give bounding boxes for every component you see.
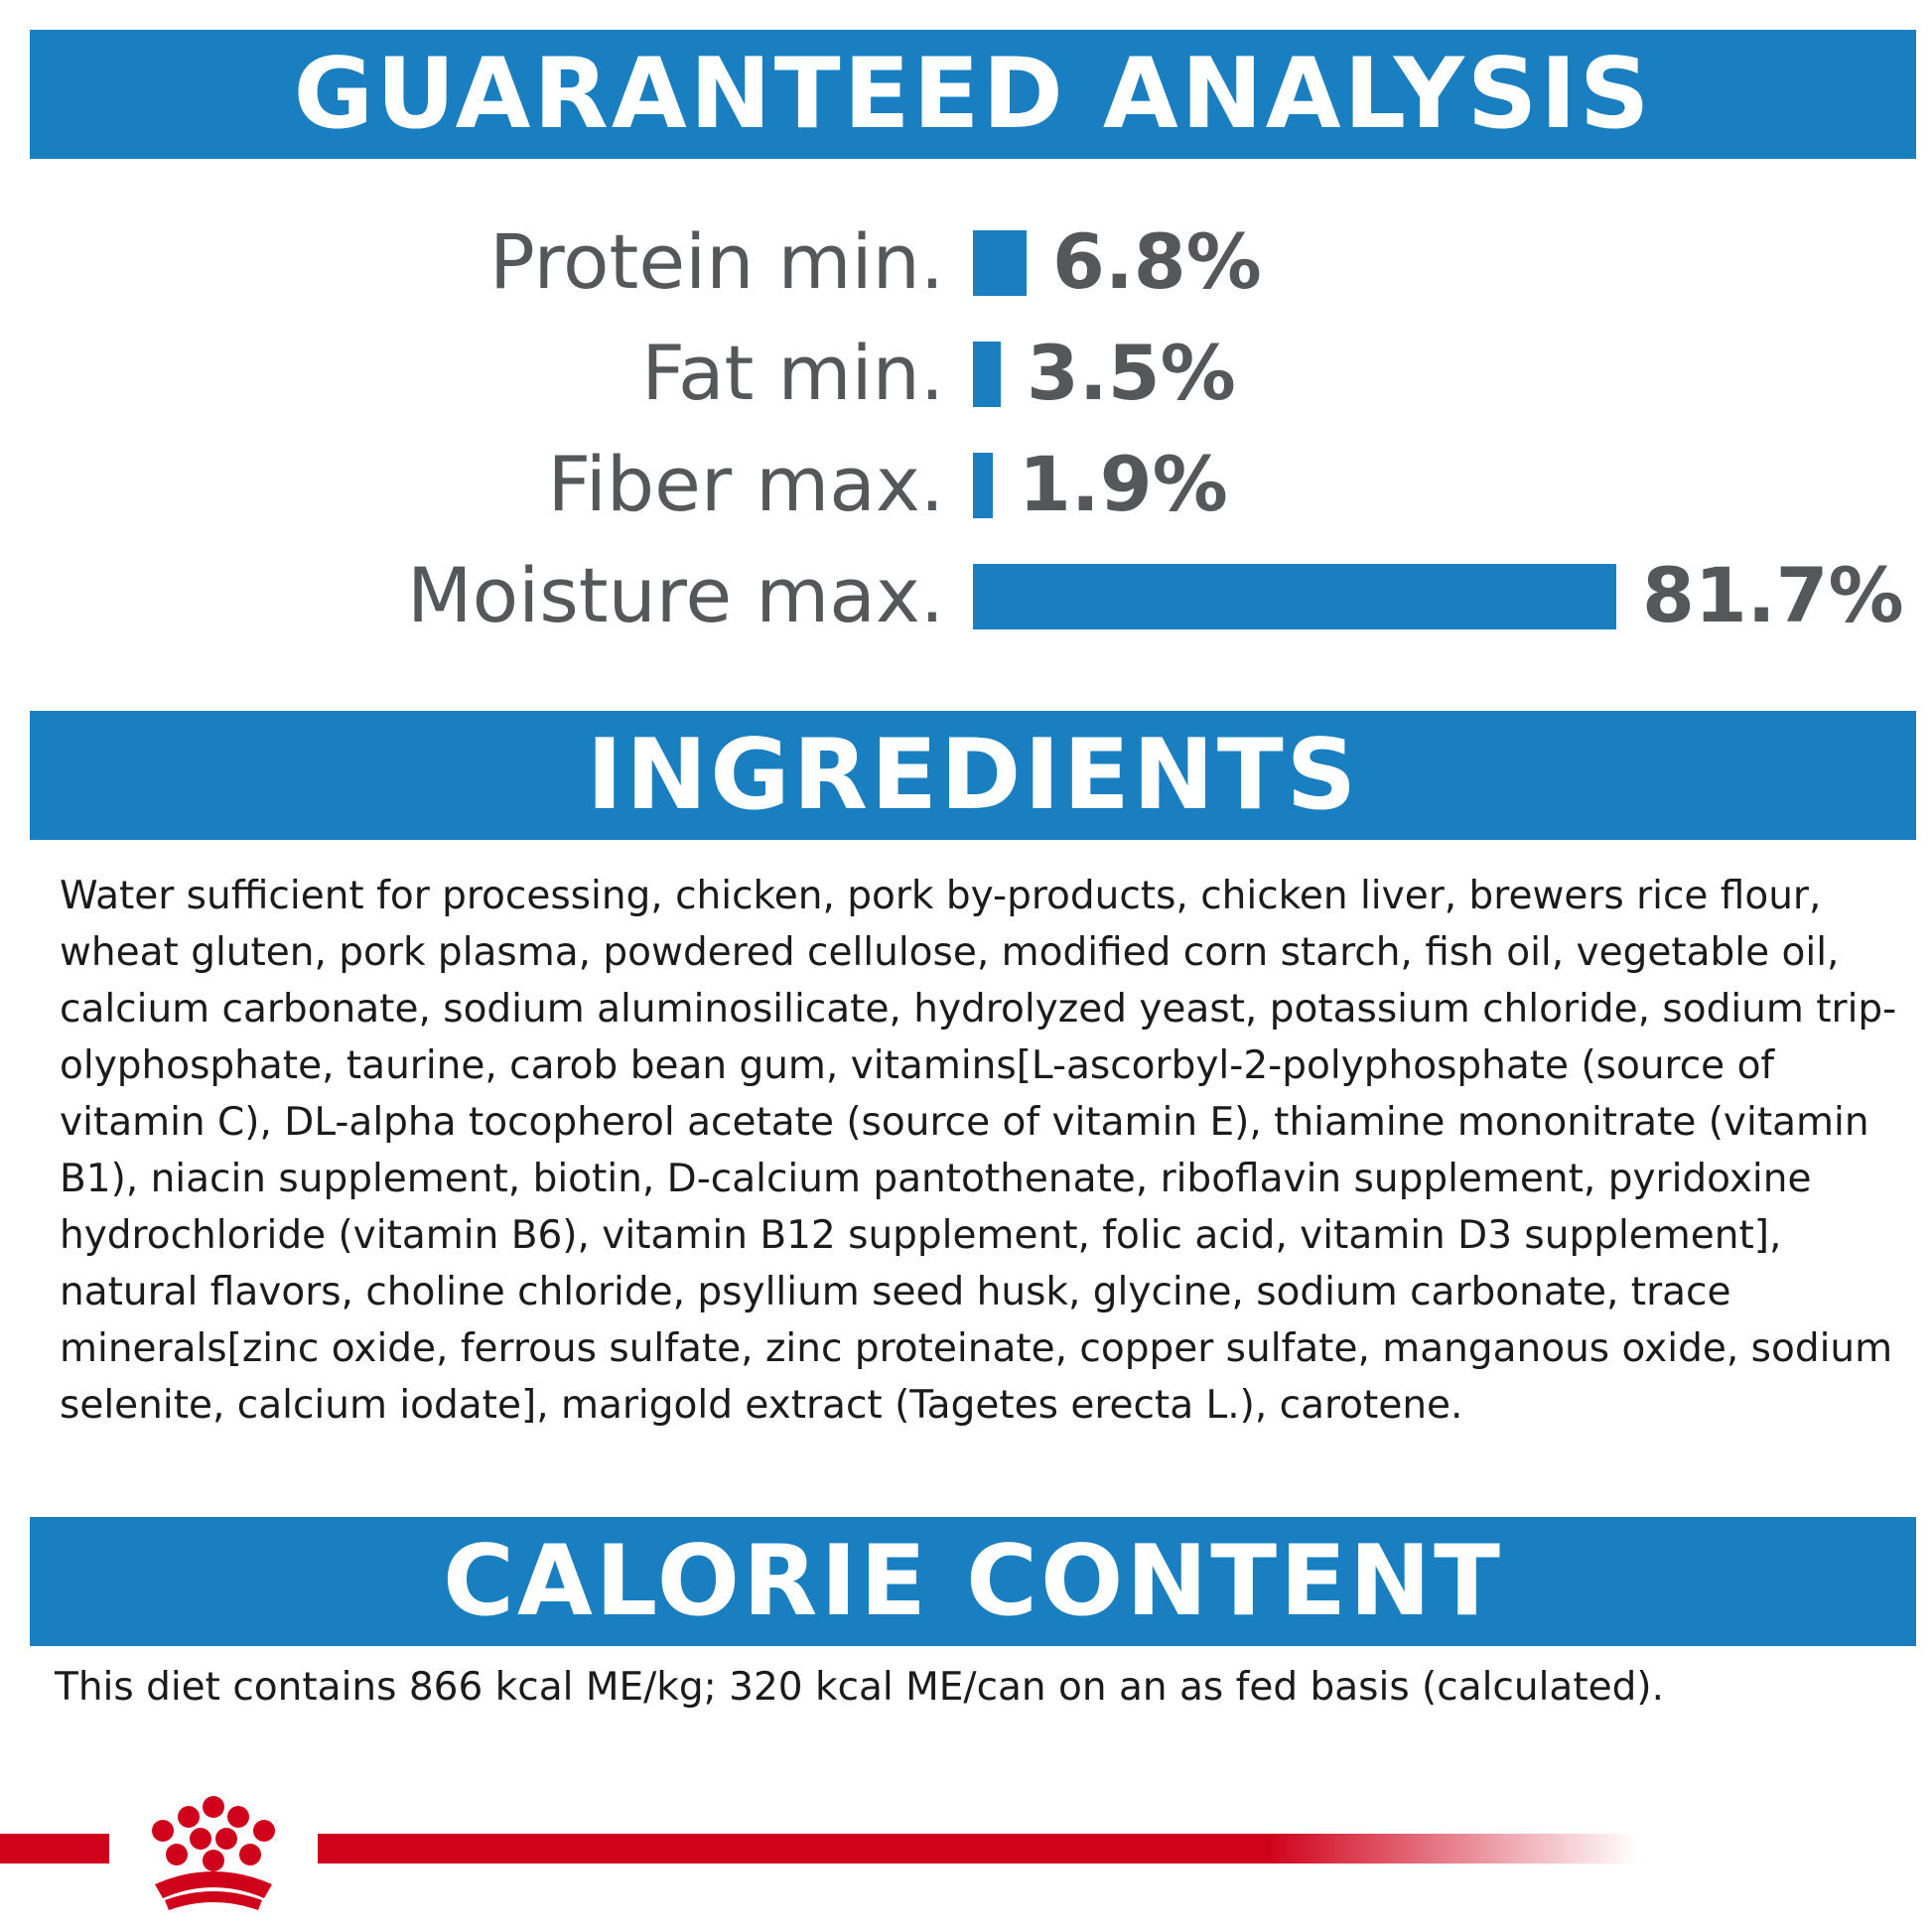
analysis-bar (973, 230, 1027, 296)
analysis-value: 1.9% (1019, 439, 1228, 528)
footer-red-line-left (0, 1834, 109, 1863)
ingredients-banner: INGREDIENTS (30, 711, 1916, 840)
analysis-label: Moisture max. (407, 550, 944, 639)
analysis-row-fiber: Fiber max. 1.9% (0, 439, 1932, 528)
analysis-label: Protein min. (488, 216, 944, 306)
analysis-bar (973, 342, 1001, 407)
ingredients-text: Water sufficient for processing, chicken… (60, 874, 1897, 1428)
analysis-row-moisture: Moisture max. 81.7% (0, 550, 1932, 639)
calorie-text: This diet contains 866 kcal ME/kg; 320 k… (55, 1665, 1664, 1710)
guaranteed-analysis-banner: GUARANTEED ANALYSIS (30, 30, 1916, 159)
analysis-label: Fiber max. (547, 439, 944, 528)
analysis-label: Fat min. (641, 328, 944, 417)
footer-red-line-right (318, 1834, 1638, 1863)
analysis-bar (973, 453, 993, 518)
calorie-content-banner: CALORIE CONTENT (30, 1517, 1916, 1646)
analysis-row-fat: Fat min. 3.5% (0, 328, 1932, 417)
analysis-value: 3.5% (1027, 328, 1236, 417)
calorie-content-title: CALORIE CONTENT (443, 1525, 1503, 1638)
analysis-bar (973, 564, 1616, 629)
ingredients-title: INGREDIENTS (586, 719, 1360, 832)
crown-logo-icon (152, 1796, 275, 1910)
guaranteed-analysis-title: GUARANTEED ANALYSIS (293, 38, 1653, 151)
analysis-value: 6.8% (1052, 216, 1262, 306)
analysis-value: 81.7% (1642, 550, 1904, 639)
analysis-row-protein: Protein min. 6.8% (0, 216, 1932, 306)
